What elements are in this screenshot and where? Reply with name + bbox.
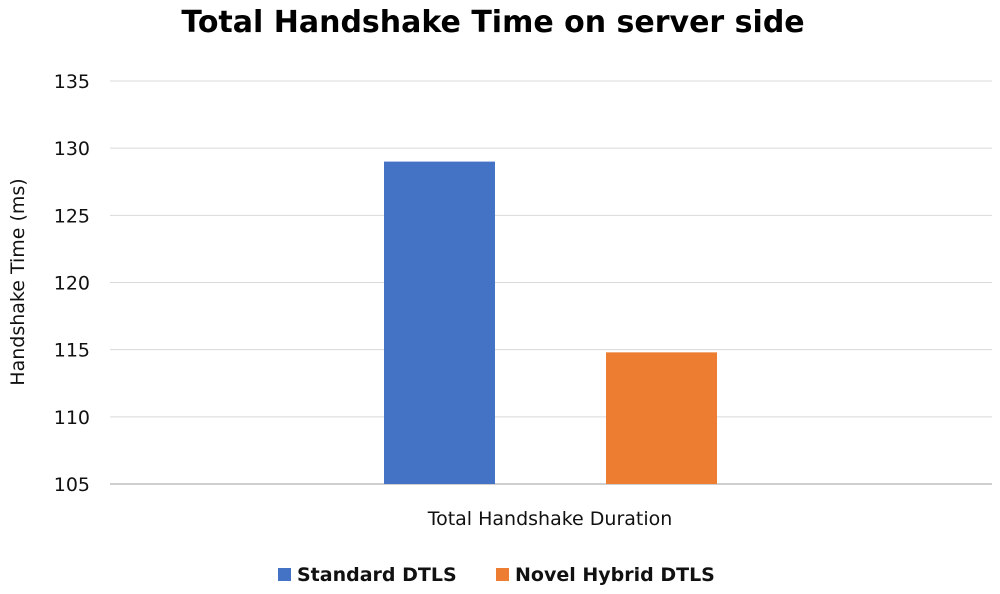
bar-standard-dtls <box>384 161 495 484</box>
chart-title: Total Handshake Time on server side <box>181 5 804 40</box>
y-tick-labels: 105 110 115 120 125 130 135 <box>54 71 90 496</box>
legend-label-standard-dtls: Standard DTLS <box>297 564 457 586</box>
legend: Standard DTLS Novel Hybrid DTLS <box>278 564 715 586</box>
y-axis-label: Handshake Time (ms) <box>7 178 29 385</box>
gridlines <box>110 80 992 485</box>
y-tick-label: 135 <box>54 71 90 93</box>
legend-swatch-standard-dtls <box>278 568 291 581</box>
y-tick-label: 125 <box>54 205 90 227</box>
x-axis-category-label: Total Handshake Duration <box>427 508 673 530</box>
y-tick-label: 130 <box>54 138 90 160</box>
bars <box>384 161 717 484</box>
y-tick-label: 115 <box>54 340 90 362</box>
y-tick-label: 105 <box>54 474 90 496</box>
bar-novel-hybrid-dtls <box>606 352 717 484</box>
y-tick-label: 120 <box>54 273 90 295</box>
legend-swatch-novel-hybrid-dtls <box>496 568 509 581</box>
y-tick-label: 110 <box>54 407 90 429</box>
legend-label-novel-hybrid-dtls: Novel Hybrid DTLS <box>515 564 715 586</box>
